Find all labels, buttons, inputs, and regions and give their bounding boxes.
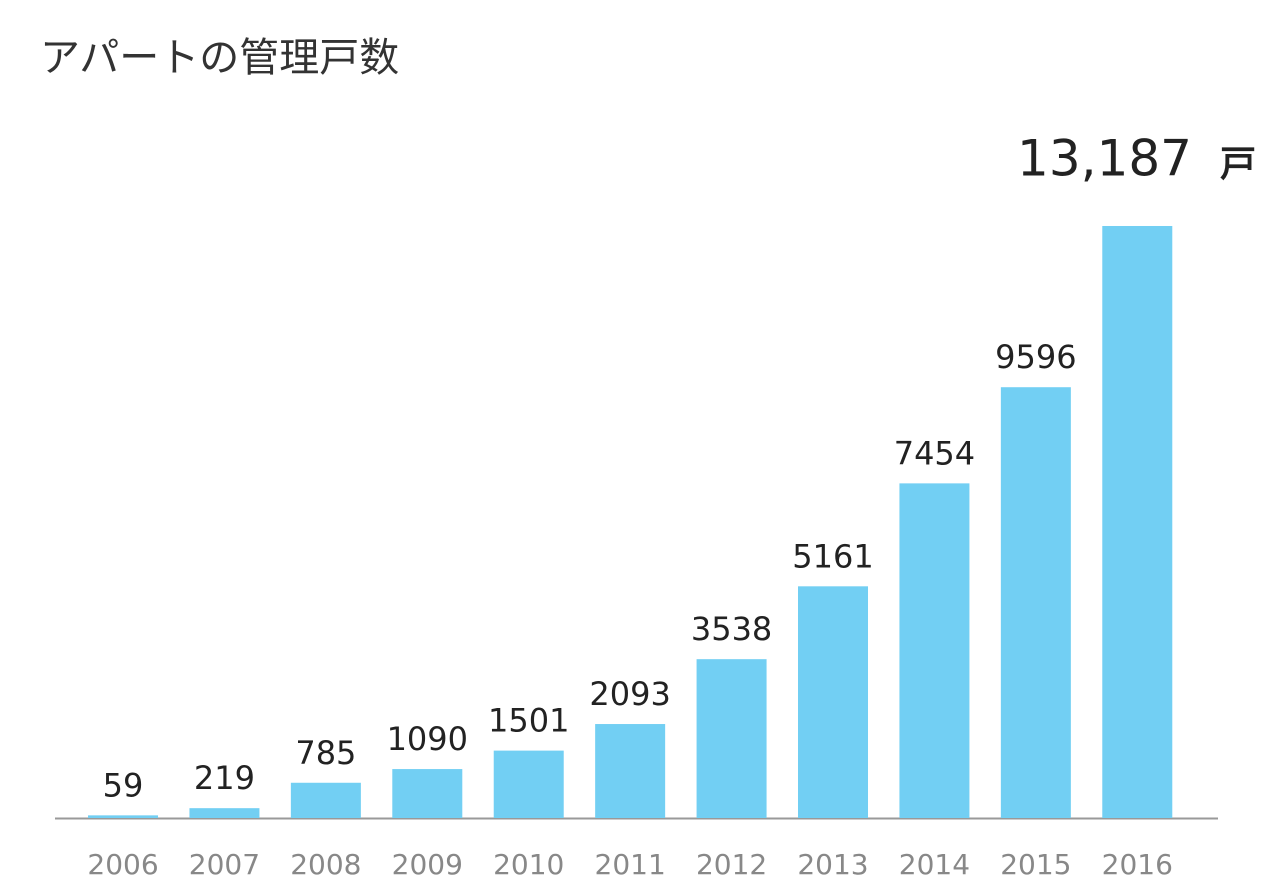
x-tick-label: 2008 — [290, 848, 361, 881]
x-tick-label: 2011 — [595, 848, 666, 881]
value-label: 1090 — [387, 720, 468, 758]
value-label: 59 — [103, 766, 144, 804]
bar — [1000, 387, 1071, 818]
unit-label: 戸 — [1220, 144, 1256, 185]
bar — [1102, 225, 1173, 818]
value-label: 219 — [194, 759, 255, 797]
x-tick-label: 2016 — [1102, 848, 1173, 881]
value-label: 1501 — [488, 702, 569, 740]
bar — [696, 659, 767, 818]
bar — [899, 483, 970, 818]
x-tick-label: 2006 — [87, 848, 158, 881]
value-label: 7454 — [894, 434, 975, 472]
value-label: 785 — [295, 734, 356, 772]
bar — [595, 724, 666, 818]
value-label: 9596 — [995, 338, 1076, 376]
x-tick-label: 2015 — [1000, 848, 1071, 881]
bar — [798, 586, 869, 818]
x-tick-label: 2010 — [493, 848, 564, 881]
x-tick-label: 2013 — [797, 848, 868, 881]
x-tick-label: 2007 — [189, 848, 260, 881]
bar — [290, 782, 361, 818]
value-label: 3538 — [691, 610, 772, 648]
x-tick-label: 2014 — [899, 848, 970, 881]
x-tick-label: 2009 — [392, 848, 463, 881]
bar — [189, 808, 260, 818]
value-label: 2093 — [589, 675, 670, 713]
bar — [88, 815, 159, 818]
bar — [493, 750, 564, 818]
bar — [392, 769, 463, 818]
x-tick-label: 2012 — [696, 848, 767, 881]
value-label: 13,187 — [1017, 130, 1192, 188]
value-label: 5161 — [792, 537, 873, 575]
chart-title: アパートの管理戸数 — [40, 35, 399, 81]
